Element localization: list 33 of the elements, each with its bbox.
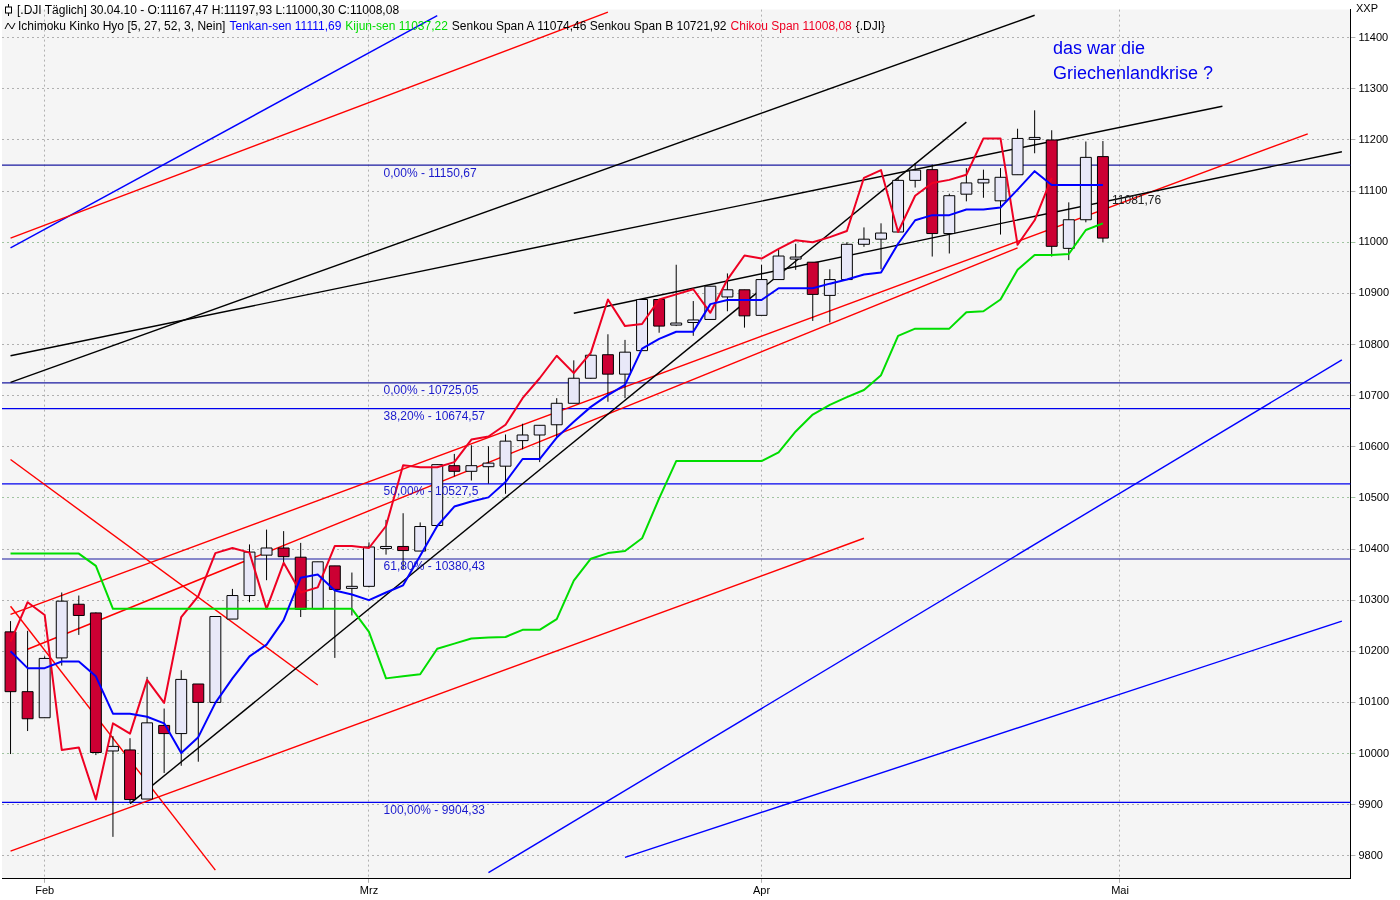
y-tick-label: 10200: [1358, 644, 1390, 657]
y-axis-title: XXP: [1356, 2, 1379, 14]
y-tick-label: 10100: [1358, 695, 1390, 708]
annotation: {.DJI}: [855, 19, 886, 33]
x-tick-label: Feb: [35, 884, 55, 897]
candlestick: [601, 333, 614, 403]
x-tick-label: Mai: [1111, 884, 1129, 897]
text: Chikou Span 11008,08: [730, 19, 852, 33]
y-tick-label: 10700: [1358, 388, 1390, 401]
y-tick-label: 10500: [1358, 490, 1390, 503]
y-tick-label: 10600: [1358, 439, 1390, 452]
y-tick-label: 9800: [1358, 848, 1383, 861]
y-tick-label: 11400: [1358, 30, 1389, 43]
y-tick-label: 10300: [1358, 593, 1390, 606]
legend-title: Ichimoku Kinko Hyo [5, 27, 52, 3, Nein]: [18, 19, 226, 33]
text: Tenkan-sen 11111,69: [229, 19, 342, 33]
x-tick-label: Apr: [752, 884, 771, 897]
y-tick-label: 10400: [1358, 542, 1390, 555]
annotation: das war die Griechenlandkrise ?: [1053, 37, 1215, 85]
y-tick-label: 11200: [1358, 133, 1389, 146]
y-tick-label: 10900: [1358, 286, 1390, 299]
y-tick-label: 11300: [1358, 81, 1389, 94]
annotation: 0,00% - 10725,05: [383, 383, 479, 398]
x-tick-label: Mrz: [359, 884, 379, 897]
y-tick-label: 10800: [1358, 337, 1390, 350]
annotation: 38,20% - 10674,57: [383, 408, 486, 423]
annotation: 0,00% - 11150,67: [383, 165, 477, 180]
chart-title: [.DJI Täglich] 30.04.10 - O:11167,47 H:11197,93 L:11000,30 C:11008,08: [17, 3, 400, 17]
y-tick-label: 11100: [1358, 184, 1388, 197]
y-tick-label: 11000: [1358, 235, 1389, 248]
y-tick-label: 10000: [1358, 746, 1390, 759]
y-tick-label: 9900: [1358, 797, 1383, 810]
annotation: 100,00% - 9904,33: [383, 802, 486, 817]
